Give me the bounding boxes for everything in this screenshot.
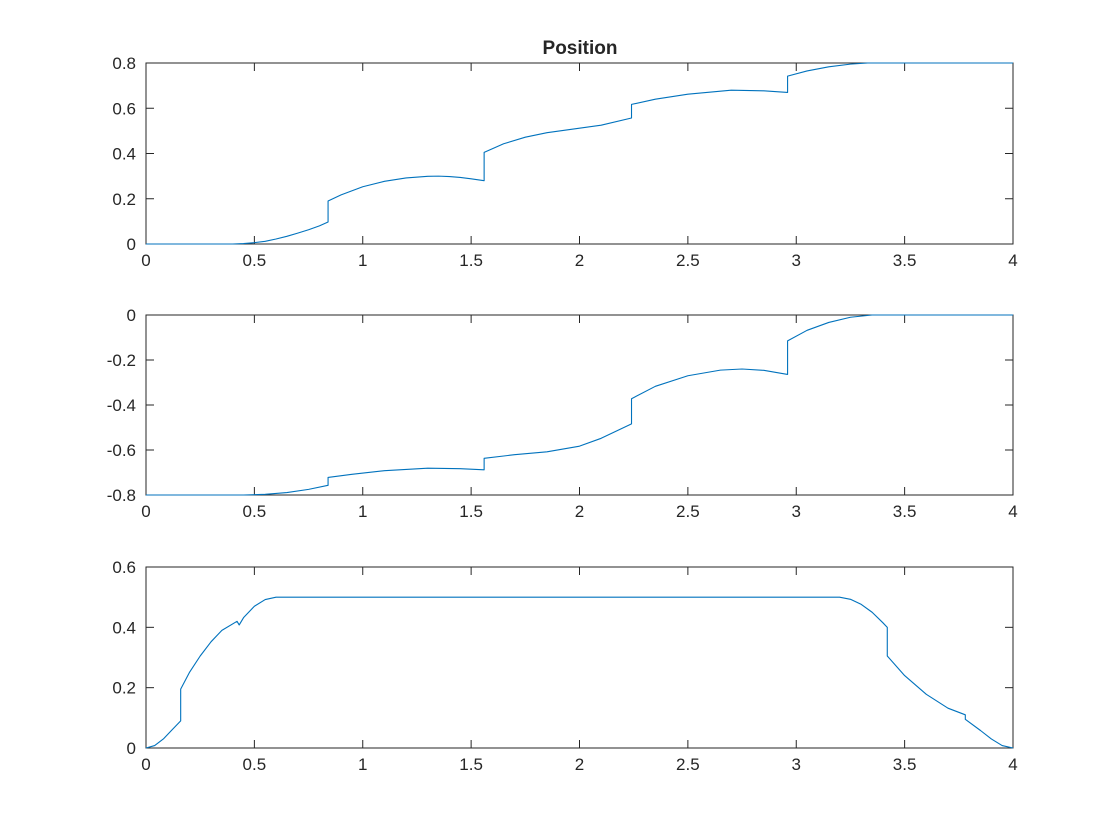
- x-tick-label: 1.5: [459, 755, 483, 774]
- x-tick-label: 1: [358, 755, 367, 774]
- x-tick-label: 2: [575, 251, 584, 270]
- x-tick-label: 2: [575, 502, 584, 521]
- y-tick-label: 0.4: [112, 618, 136, 637]
- x-tick-label: 2.5: [676, 755, 700, 774]
- plot-1-series-line: [146, 62, 1013, 245]
- x-tick-label: 3: [792, 251, 801, 270]
- x-tick-label: 3.5: [893, 755, 917, 774]
- y-tick-label: 0.4: [112, 145, 136, 164]
- x-tick-label: 4: [1008, 502, 1017, 521]
- plot-1-title: Position: [543, 38, 618, 59]
- x-tick-label: 1.5: [459, 251, 483, 270]
- x-tick-label: 1: [358, 502, 367, 521]
- x-tick-label: 4: [1008, 755, 1017, 774]
- x-tick-label: 1: [358, 251, 367, 270]
- plot-2-series-line: [146, 314, 1013, 496]
- x-tick-label: 0: [141, 251, 150, 270]
- x-tick-label: 3.5: [893, 251, 917, 270]
- y-tick-label: 0: [127, 306, 136, 325]
- y-tick-label: 0.2: [112, 190, 136, 209]
- y-tick-label: 0.6: [112, 99, 136, 118]
- plot-2: 0 0.5 1 1.5 2 2.5 3 3.5 4 -0.8 -0.6 -0.4 -0.2 0: [107, 306, 1018, 521]
- y-tick-label: 0.6: [112, 558, 136, 577]
- y-tick-label: 0: [127, 739, 136, 758]
- x-tick-label: 0.5: [243, 502, 267, 521]
- y-tick-label: 0: [127, 235, 136, 254]
- x-tick-label: 3.5: [893, 502, 917, 521]
- y-tick-label: -0.4: [107, 396, 136, 415]
- x-tick-label: 3: [792, 502, 801, 521]
- x-tick-label: 2.5: [676, 502, 700, 521]
- x-tick-label: 2: [575, 755, 584, 774]
- x-tick-label: 0: [141, 755, 150, 774]
- x-tick-label: 0.5: [243, 755, 267, 774]
- y-tick-label: -0.2: [107, 351, 136, 370]
- plot-3: 0 0.5 1 1.5 2 2.5 3 3.5 4 0 0.2 0.4 0.6: [112, 558, 1017, 774]
- y-tick-label: 0.8: [112, 54, 136, 73]
- x-tick-label: 0: [141, 502, 150, 521]
- y-tick-label: -0.8: [107, 486, 136, 505]
- plot-1: 0 0.5 1 1.5 2 2.5 3 3.5 4 0 0.2 0.4 0.6 0.8: [112, 54, 1017, 270]
- x-tick-label: 4: [1008, 251, 1017, 270]
- plot-3-series-line: [145, 596, 1014, 749]
- x-tick-label: 0.5: [243, 251, 267, 270]
- x-tick-label: 1.5: [459, 502, 483, 521]
- x-tick-label: 2.5: [676, 251, 700, 270]
- y-tick-label: -0.6: [107, 441, 136, 460]
- y-tick-label: 0.2: [112, 679, 136, 698]
- x-tick-label: 3: [792, 755, 801, 774]
